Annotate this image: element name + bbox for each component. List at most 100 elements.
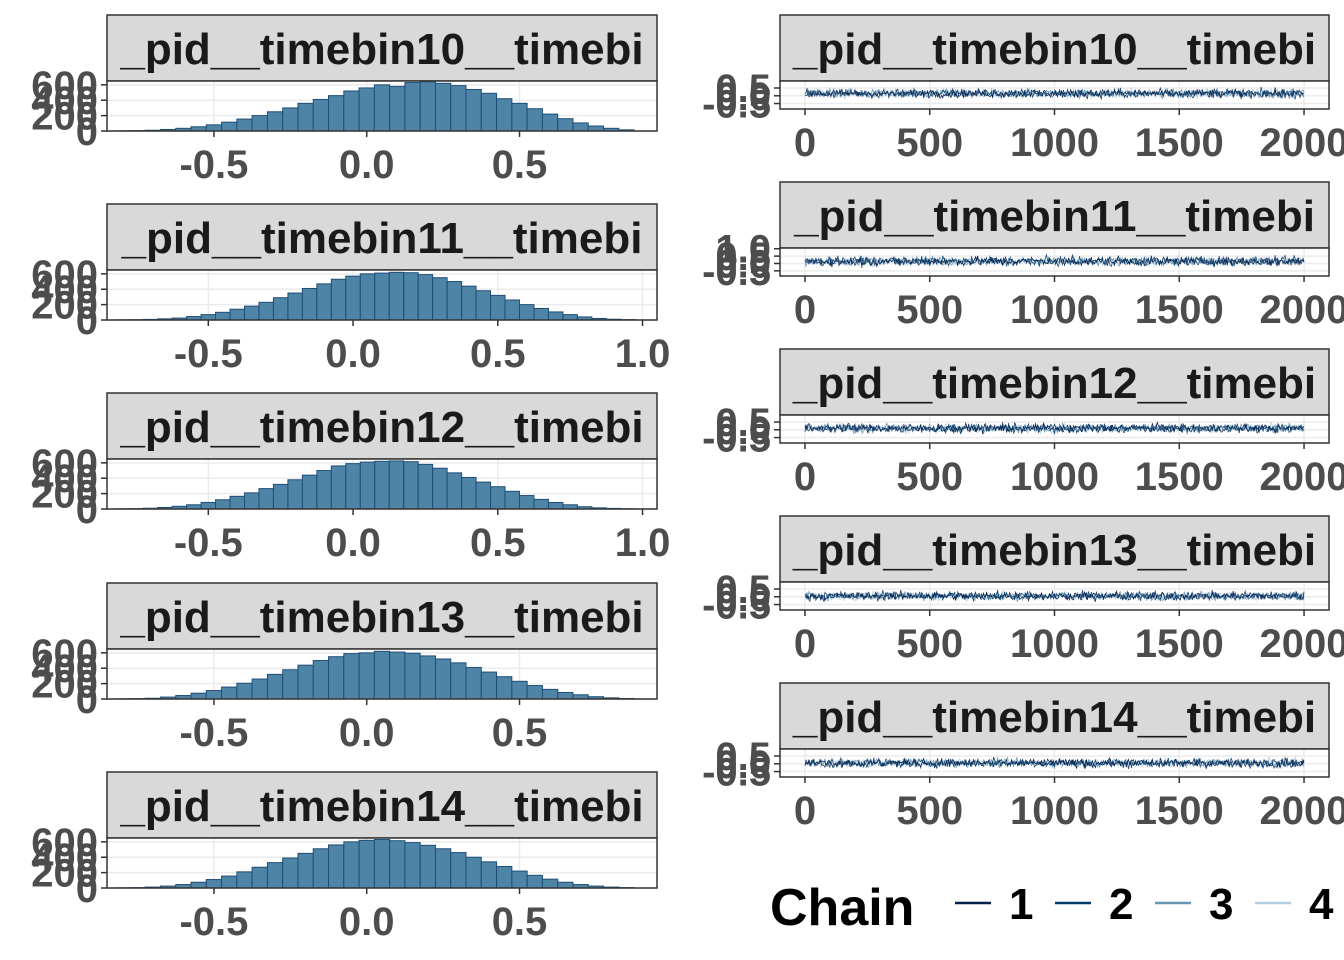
strip-title: _pid__timebin13__timebi — [119, 593, 643, 642]
histogram-bar — [297, 102, 314, 132]
histogram-bar — [297, 852, 314, 889]
histogram-bar — [557, 881, 574, 889]
y-tick-label: 200 — [31, 852, 98, 896]
histogram-bar — [359, 461, 376, 510]
histogram-bar — [417, 274, 434, 321]
histogram-bar — [205, 879, 223, 889]
histogram-bar — [221, 875, 238, 889]
panel-5: _pid__timebin10__timebi -0.50.00.5 0 500 100… — [702, 14, 1344, 165]
legend-label-chain-1: 1 — [1009, 880, 1033, 929]
histogram-bar — [301, 287, 318, 321]
x-tick-label: 1500 — [1135, 288, 1224, 332]
x-tick-label: 1500 — [1135, 121, 1224, 165]
histogram-bar — [419, 655, 436, 700]
strip-background — [106, 392, 658, 460]
histogram-bar — [345, 275, 361, 321]
histogram-bar — [266, 862, 284, 889]
histogram-bar — [547, 311, 564, 321]
histogram-bar — [450, 852, 467, 889]
histogram-bar — [282, 107, 299, 132]
y-tick-label: 0.0 — [715, 576, 771, 620]
histogram-bar — [419, 844, 436, 889]
histogram-bar — [490, 294, 506, 321]
y-tick-label: 600 — [31, 821, 98, 865]
histogram-bar — [205, 124, 223, 132]
panel-9: _pid__timebin14__timebi -0.50.00.5 0 500 100… — [702, 682, 1344, 833]
y-tick-label: -0.5 — [702, 250, 771, 294]
y-tick-label: 0.5 — [715, 235, 771, 279]
y-tick-label: 0.0 — [715, 75, 771, 119]
x-tick-label: 1500 — [1135, 622, 1224, 666]
histogram-bar — [389, 651, 406, 700]
strip-background — [779, 682, 1330, 750]
strip-background — [779, 515, 1330, 583]
y-tick-label: 400 — [31, 836, 98, 880]
panel-8: _pid__timebin13__timebi -0.50.00.5 0 500 100… — [702, 515, 1344, 666]
x-tick-label: 0.0 — [339, 711, 395, 755]
y-tick-label: 0.5 — [715, 568, 771, 612]
strip-background — [779, 14, 1330, 82]
histogram-bar — [572, 122, 589, 132]
histogram-bar — [541, 688, 559, 700]
histogram-bar — [244, 305, 260, 321]
histogram-bar — [215, 311, 231, 321]
histogram-bar — [221, 686, 238, 700]
histogram-bar — [541, 113, 559, 132]
histogram-bar — [215, 499, 231, 510]
x-tick-label: 2000 — [1260, 622, 1344, 666]
histogram-bar — [450, 85, 467, 132]
histogram-bar — [480, 92, 498, 132]
x-tick-label: 500 — [896, 121, 963, 165]
y-tick-label: 1.0 — [715, 228, 771, 272]
x-tick-label: 500 — [896, 288, 963, 332]
trace-lines — [804, 86, 1305, 101]
x-tick-label: 2000 — [1260, 455, 1344, 499]
histogram-bar — [229, 308, 246, 321]
histogram-bar — [404, 82, 421, 132]
histogram-bar — [526, 685, 543, 700]
histogram-bar — [373, 650, 391, 700]
histogram-bar — [541, 878, 559, 889]
y-tick-label: -0.5 — [702, 417, 771, 461]
x-tick-label: 1.0 — [615, 521, 671, 565]
histogram-bar — [475, 290, 492, 321]
histogram-bar — [236, 682, 253, 700]
x-tick-label: 2000 — [1260, 288, 1344, 332]
x-tick-label: 0.5 — [492, 143, 548, 187]
x-tick-label: 1000 — [1010, 288, 1099, 332]
x-tick-label: 0.0 — [339, 143, 395, 187]
y-tick-label: 0 — [76, 867, 98, 911]
histogram-bar — [557, 691, 574, 700]
histogram-bar — [190, 881, 207, 889]
x-tick-label: -0.5 — [179, 143, 248, 187]
histogram-bar — [359, 273, 376, 321]
panel-border — [106, 837, 658, 889]
legend-label-chain-2: 2 — [1109, 880, 1133, 929]
histogram-bar — [330, 465, 347, 510]
histogram-bar — [330, 278, 347, 321]
histogram-bar — [374, 460, 390, 510]
histogram-bar — [496, 98, 513, 132]
y-tick-label: 600 — [31, 253, 98, 297]
trace-lines — [804, 420, 1305, 436]
y-tick-label: 400 — [31, 457, 98, 501]
histogram-bar — [434, 82, 452, 132]
histogram-bar — [205, 690, 223, 700]
x-tick-label: 0 — [794, 455, 816, 499]
chain-1-trace — [804, 420, 1305, 435]
legend-label-chain-3: 3 — [1209, 880, 1233, 929]
histogram-bar — [475, 481, 492, 510]
panel-border — [106, 648, 658, 700]
y-tick-label: 200 — [31, 663, 98, 707]
histogram-bar — [282, 669, 299, 700]
histogram-bar — [511, 102, 528, 132]
y-tick-label: 0.0 — [715, 409, 771, 453]
histogram-bar — [389, 840, 406, 889]
x-tick-label: 0.0 — [339, 900, 395, 944]
histogram-bar — [251, 866, 268, 889]
histogram-bar — [301, 474, 318, 510]
y-tick-label: 600 — [31, 64, 98, 108]
histogram-bar — [358, 87, 375, 132]
